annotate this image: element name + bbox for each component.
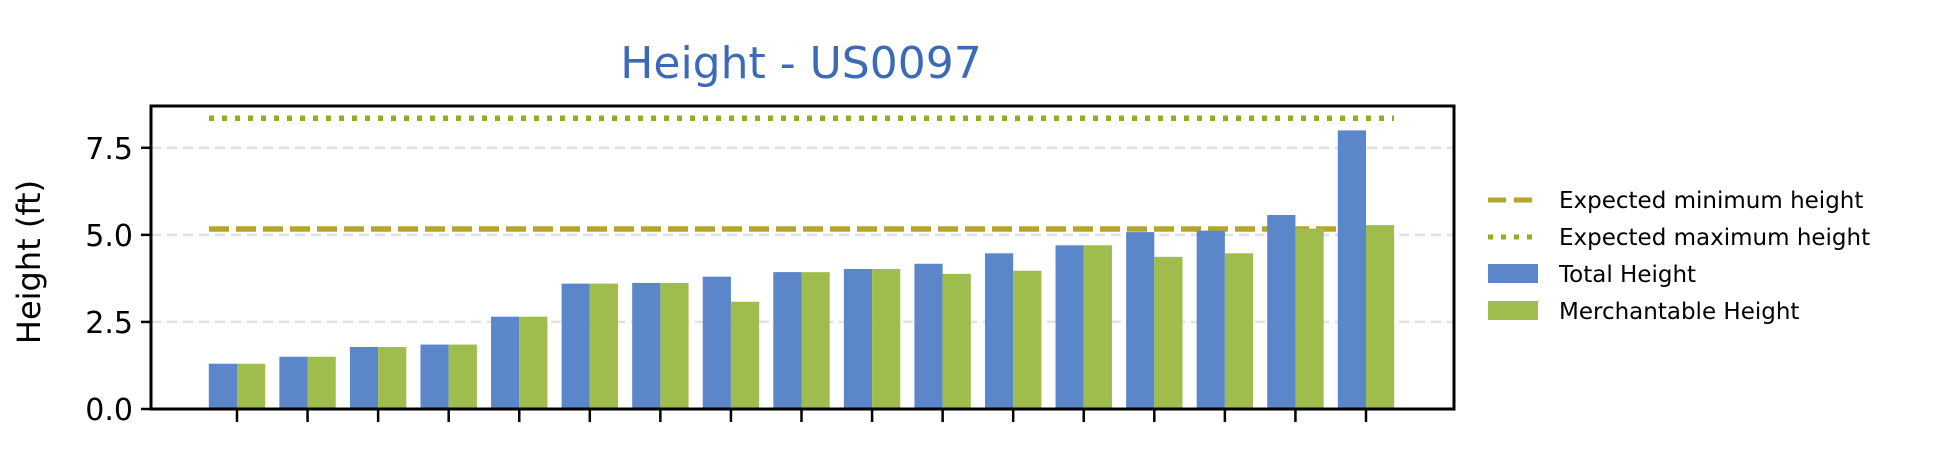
legend: Expected minimum height Expected maximum… [1488,188,1870,325]
y-tick-label: 2.5 [85,306,133,341]
bar-merchantable-height [872,268,901,409]
legend-label-max: Expected maximum height [1559,225,1870,251]
bar-merchantable-height [589,283,619,409]
legend-label-merch: Merchantable Height [1559,299,1799,325]
legend-swatch-total [1488,264,1538,283]
bar-total-height [984,253,1014,409]
axes: 0.0 2.5 5.0 7.5 [85,132,1368,428]
bar-total-height [1337,130,1366,409]
bar-total-height [420,344,449,409]
bar-merchantable-height [307,356,336,409]
bar-merchantable-height [1013,270,1042,409]
bar-total-height [279,356,308,409]
y-tick-label: 5.0 [85,219,133,254]
bar-total-height [349,347,379,409]
bar-merchantable-height [448,344,477,409]
bar-merchantable-height [801,272,830,409]
legend-label-total: Total Height [1558,262,1696,288]
legend-label-min: Expected minimum height [1559,188,1863,214]
y-tick-label: 7.5 [85,132,133,167]
bar-merchantable-height [237,363,266,409]
bar-merchantable-height [942,273,971,409]
bar-merchantable-height [519,316,548,409]
bar-merchantable-height [1154,256,1183,409]
y-tick-label: 0.0 [85,393,133,428]
bar-total-height [702,276,731,409]
bar-merchantable-height [378,347,407,409]
chart-title: Height - US0097 [620,38,981,89]
bar-merchantable-height [1224,253,1254,409]
bar-total-height [773,272,802,409]
bar-total-height [914,263,943,409]
grid-lines [151,146,1454,324]
bar-total-height [1055,245,1084,409]
bar-merchantable-height [1083,245,1112,409]
bar-total-height [843,268,873,409]
bar-merchantable-height [660,282,689,409]
bar-total-height [1267,215,1296,409]
legend-swatch-merch [1488,301,1538,320]
bar-total-height [632,282,661,409]
bar-merchantable-height [1366,225,1395,409]
bars [208,130,1395,409]
bar-merchantable-height [730,301,760,409]
bar-total-height [1126,232,1155,409]
reference-lines [209,115,1394,232]
bar-total-height [208,363,237,409]
bar-total-height [561,283,590,409]
y-axis-label: Height (ft) [10,180,48,344]
bar-total-height [1196,230,1225,409]
bar-merchantable-height [1295,228,1324,409]
bar-total-height [491,316,520,409]
